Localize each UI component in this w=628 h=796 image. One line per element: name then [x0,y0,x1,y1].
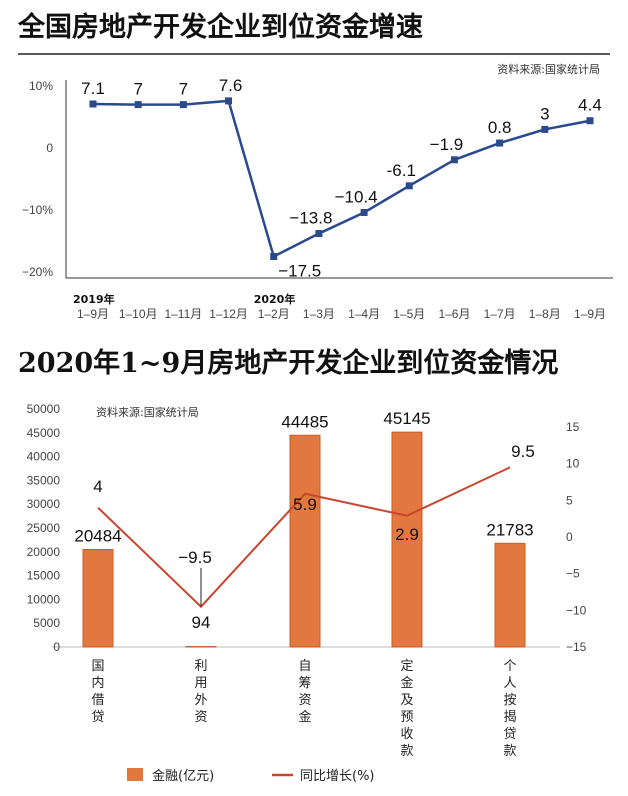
left-y-tick-label: 5000 [33,616,60,630]
chart2-title: 2020年1~9月房地产开发企业到位资金情况 [18,347,558,379]
x-tick-label: 1–4月 [348,307,380,321]
data-point [89,100,97,108]
x-tick-label: 1–10月 [119,307,158,321]
data-point [496,139,504,147]
x-tick-label: 1–5月 [393,307,425,321]
data-label: −17.5 [278,262,321,281]
left-y-tick-label: 15000 [27,569,61,583]
data-point [179,101,187,109]
legend-bar-label: 金融(亿元) [152,768,214,784]
data-label: −10.4 [335,187,378,206]
x-tick-label: 1–6月 [438,307,470,321]
bar [82,548,114,648]
data-point [405,182,413,190]
category-label: 利用外资 [194,659,207,725]
y-tick-label: 10% [29,79,53,93]
growth-value-label: 5.9 [293,495,317,514]
series-line [92,99,591,259]
bar-value-label: 44485 [281,412,328,431]
data-label: 4.4 [578,96,602,115]
growth-value-label: −9.5 [178,548,212,567]
data-point [225,97,233,105]
y-tick-label: −10% [22,203,53,217]
bar [289,434,321,648]
right-y-tick-label: 5 [566,493,573,507]
right-y-tick-label: 10 [566,457,580,471]
x-tick-label: 1–9月 [574,307,606,321]
category-label: 个人按揭贷款 [503,659,516,759]
left-y-tick-label: 10000 [27,592,61,606]
x-tick-label: 1–9月 [77,307,109,321]
data-point [360,208,368,216]
category-label: 国内借贷 [91,659,104,725]
left-y-tick-label: 0 [53,640,60,654]
data-label: 7.1 [81,79,105,98]
left-y-tick-label: 35000 [27,473,61,487]
chart2-source: 资料来源:国家统计局 [96,405,199,419]
legend-line-label: 同比增长(%) [300,769,375,784]
left-y-tick-label: 30000 [27,497,61,511]
data-label: −13.8 [289,209,332,228]
year-label: 2020年 [254,292,296,306]
right-y-tick-label: 15 [566,420,580,434]
data-label: 3 [540,104,549,123]
growth-value-label: 4 [93,477,102,496]
data-point [270,253,278,260]
growth-line [97,466,511,609]
left-y-tick-label: 50000 [27,402,61,416]
x-tick-label: 1–11月 [164,307,202,321]
y-tick-label: 0 [46,141,53,155]
right-y-tick-label: −5 [566,567,580,581]
category-label: 定金及预收款 [400,659,413,759]
growth-value-label: 9.5 [511,442,535,461]
right-y-tick-label: 0 [566,530,573,544]
data-label: -6.1 [387,161,416,180]
y-tick-label: −20% [22,265,53,279]
chart1-source: 资料来源:国家统计局 [497,62,600,76]
x-tick-label: 1–3月 [303,307,335,321]
x-tick-label: 1–2月 [258,307,290,321]
data-label: −1.9 [430,135,464,154]
x-tick-label: 1–8月 [529,307,561,321]
legend-bar-swatch [127,768,143,781]
growth-value-label: 2.9 [395,525,419,544]
data-point [450,156,458,164]
right-y-tick-label: −10 [566,603,587,617]
bar-value-label: 94 [192,613,211,632]
left-y-tick-label: 45000 [27,426,61,440]
chart1-title: 全国房地产开发企业到位资金增速 [17,11,423,43]
bar-value-label: 45145 [383,409,430,428]
left-y-tick-label: 40000 [27,450,61,464]
data-label: 7 [179,80,188,99]
x-tick-label: 1–7月 [484,307,516,321]
left-y-tick-label: 20000 [27,545,61,559]
left-y-tick-label: 25000 [27,521,61,535]
right-y-tick-label: −15 [566,640,587,654]
data-point [134,101,142,109]
x-tick-label: 1–12月 [209,307,248,321]
bar [391,431,423,648]
bar [494,542,526,648]
data-point [586,117,594,125]
data-point [541,125,549,133]
data-point [315,230,323,238]
data-label: 7.6 [219,76,243,95]
year-label: 2019年 [73,292,115,306]
bar-value-label: 21783 [486,520,533,539]
data-label: 7 [133,80,142,99]
data-label: 0.8 [488,118,512,137]
bar-value-label: 20484 [74,526,121,545]
category-label: 自筹资金 [298,659,311,725]
